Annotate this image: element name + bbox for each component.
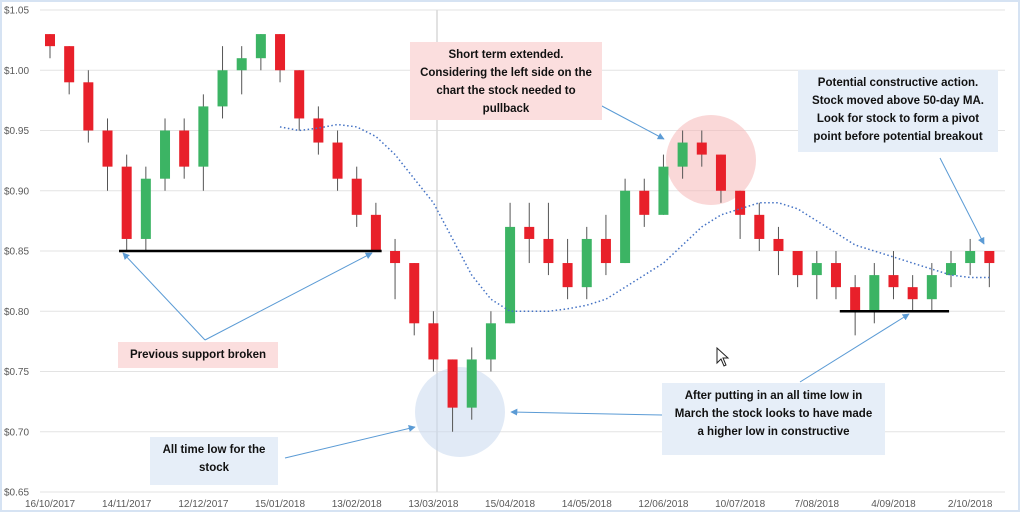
candle-body xyxy=(639,190,650,215)
x-tick-label: 10/07/2018 xyxy=(715,499,765,510)
annotation: Previous support broken xyxy=(118,342,278,368)
x-tick-label: 4/09/2018 xyxy=(871,499,916,510)
y-tick-label: $0.75 xyxy=(4,367,29,378)
candle-body xyxy=(600,238,611,264)
candle-body xyxy=(332,142,343,179)
moving-average xyxy=(279,123,990,313)
x-tick-label: 13/03/2018 xyxy=(408,499,458,510)
candle-body xyxy=(64,46,75,83)
candle-body xyxy=(121,166,132,239)
candle-body xyxy=(620,190,631,264)
highlight-circle xyxy=(415,367,505,457)
y-tick-label: $0.70 xyxy=(4,427,29,438)
y-tick-label: $0.85 xyxy=(4,247,29,258)
arrow xyxy=(122,252,206,341)
x-tick-label: 15/04/2018 xyxy=(485,499,535,510)
arrows xyxy=(122,104,985,459)
arrow xyxy=(284,425,416,459)
mouse-cursor xyxy=(716,346,730,367)
x-tick-label: 14/05/2018 xyxy=(562,499,612,510)
candle-body xyxy=(198,106,209,167)
candle-body xyxy=(102,130,113,167)
grid: $0.65 $0.70 $0.75 $0.80 $0.85 $0.90 $0.95 $1.00… xyxy=(4,6,1005,510)
candle-body xyxy=(505,226,516,324)
candle-body xyxy=(428,323,439,360)
candle-body xyxy=(83,82,94,131)
candle-body xyxy=(562,263,573,288)
candle-body xyxy=(984,251,995,264)
annotation: After putting in an all time low in Marc… xyxy=(662,383,885,455)
y-tick-label: $0.65 xyxy=(4,488,29,499)
candle-body xyxy=(830,263,841,288)
y-tick-label: $0.95 xyxy=(4,126,29,137)
candle-body xyxy=(140,178,151,239)
candle-body xyxy=(850,287,861,312)
candle-body xyxy=(543,238,554,264)
y-tick-label: $1.05 xyxy=(4,6,29,17)
candle-body xyxy=(888,275,899,288)
candle-body xyxy=(45,34,55,47)
x-tick-label: 7/08/2018 xyxy=(795,499,840,510)
arrow xyxy=(799,313,910,383)
y-tick-label: $0.80 xyxy=(4,307,29,318)
candle-body xyxy=(945,263,956,276)
y-tick-label: $1.00 xyxy=(4,66,29,77)
candle-body xyxy=(313,118,324,143)
candle-body xyxy=(715,154,726,191)
candle-body xyxy=(773,238,784,251)
candle-body xyxy=(236,58,247,71)
candle-body xyxy=(275,34,286,71)
x-tick-label: 16/10/2017 xyxy=(25,499,75,510)
x-tick-label: 13/02/2018 xyxy=(332,499,382,510)
x-tick-label: 12/06/2018 xyxy=(638,499,688,510)
candle-body xyxy=(811,263,822,276)
candle-body xyxy=(160,130,171,179)
highlight-circle xyxy=(666,115,756,205)
candle-body xyxy=(754,214,765,239)
candle-body xyxy=(255,34,266,59)
candle-body xyxy=(581,238,592,288)
x-tick-label: 14/11/2017 xyxy=(102,499,152,510)
candle-body xyxy=(370,214,381,251)
candle-body xyxy=(792,251,803,276)
candle-body xyxy=(696,142,707,155)
annotation: Potential constructive action. Stock mov… xyxy=(798,70,998,152)
arrow xyxy=(599,104,665,140)
arrow xyxy=(939,157,985,245)
candle-body xyxy=(907,287,918,300)
candle-body xyxy=(179,130,190,167)
candle-body xyxy=(524,226,535,239)
y-tick-label: $0.90 xyxy=(4,186,29,197)
candle-body xyxy=(735,190,746,215)
candle-body xyxy=(965,251,976,264)
candle-body xyxy=(658,166,669,215)
candle-body xyxy=(485,323,496,360)
candle-body xyxy=(869,275,880,312)
candle-body xyxy=(926,275,937,300)
x-tick-label: 15/01/2018 xyxy=(255,499,305,510)
candle-body xyxy=(466,359,477,408)
plot xyxy=(45,34,995,432)
annotation: All time low for the stock xyxy=(150,437,278,485)
annotation: Short term extended. Considering the lef… xyxy=(410,42,602,120)
candle-body xyxy=(390,251,401,264)
x-tick-label: 12/12/2017 xyxy=(178,499,228,510)
candle-body xyxy=(294,70,305,119)
candle-body xyxy=(217,70,228,107)
x-tick-label: 2/10/2018 xyxy=(948,499,993,510)
arrow xyxy=(510,408,663,416)
candle-body xyxy=(351,178,362,215)
candle-body xyxy=(447,359,458,408)
arrow xyxy=(204,252,373,341)
candle-body xyxy=(409,263,420,324)
candle-body xyxy=(677,142,688,167)
